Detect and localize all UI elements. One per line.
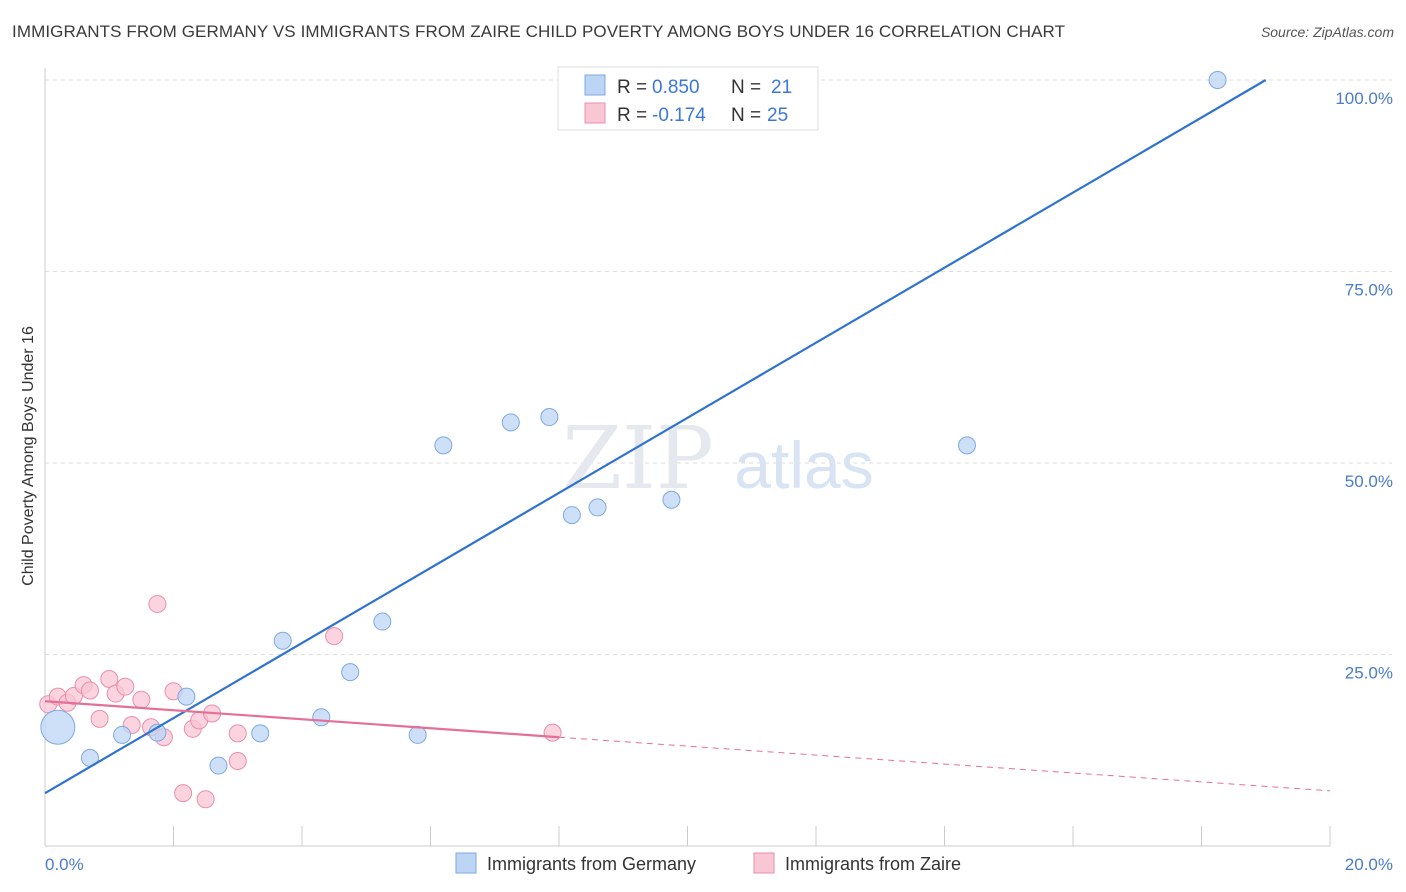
zaire-trendline xyxy=(44,700,560,739)
germany-point-7 xyxy=(273,631,292,650)
legend-swatch-germany xyxy=(584,74,606,96)
y-tick-label-2: 75.0% xyxy=(1345,281,1393,300)
germany-point-14 xyxy=(540,408,559,427)
zaire-point-13 xyxy=(148,594,167,613)
zaire-point-22 xyxy=(228,724,247,743)
trendlines xyxy=(44,79,1331,795)
germany-point-9 xyxy=(341,663,360,682)
germany-point-12 xyxy=(434,436,453,455)
legend-n-label-zaire: N = xyxy=(731,105,761,126)
germany-point-17 xyxy=(662,490,681,509)
tick-labels: 25.0% 50.0% 75.0% 100.0% 0.0% 20.0% xyxy=(45,89,1393,874)
legend-swatch-zaire xyxy=(584,102,606,124)
zaire-point-5 xyxy=(80,681,99,700)
zaire-point-19 xyxy=(196,790,215,809)
legend-r-value-germany: 0.850 xyxy=(652,77,700,98)
zaire-point-9 xyxy=(116,677,135,696)
germany-point-10 xyxy=(373,612,392,631)
germany-point-20 xyxy=(1208,71,1227,89)
legend-n-label-germany: N = xyxy=(731,77,761,98)
germany-point-4 xyxy=(177,687,196,706)
germany-point-13 xyxy=(501,413,520,432)
chart-title: IMMIGRANTS FROM GERMANY VS IMMIGRANTS FR… xyxy=(12,22,1066,41)
zaire-point-16 xyxy=(174,784,193,803)
zaire-point-21 xyxy=(228,751,247,770)
germany-point-6 xyxy=(251,724,270,743)
germany-point-19 xyxy=(957,436,976,455)
germany-trendline xyxy=(44,79,1267,795)
germany-point-11 xyxy=(408,725,427,744)
legend-r-value-zaire: -0.174 xyxy=(652,105,706,126)
bottom-legend-label-germany: Immigrants from Germany xyxy=(487,854,696,874)
germany-point-0 xyxy=(40,709,76,745)
y-tick-label-0: 25.0% xyxy=(1345,664,1393,683)
legend-r-label-germany: R = xyxy=(617,77,647,98)
legend-n-value-zaire: 25 xyxy=(767,105,788,126)
legend: R = 0.850 N = 21 R = -0.174 N = 25 xyxy=(557,66,819,131)
watermark: ZIP atlas xyxy=(562,409,874,509)
series-zaire-points xyxy=(39,594,562,809)
zaire-point-23 xyxy=(325,627,344,646)
watermark-zip: ZIP xyxy=(562,409,714,509)
zaire-point-24 xyxy=(543,723,562,742)
germany-point-5 xyxy=(209,756,228,775)
gridlines xyxy=(45,79,1392,655)
x-tick-label-1: 20.0% xyxy=(1345,855,1393,874)
zaire-point-6 xyxy=(90,709,109,728)
watermark-atlas: atlas xyxy=(734,428,873,502)
germany-point-16 xyxy=(588,498,607,517)
legend-r-label-zaire: R = xyxy=(617,105,647,126)
bottom-legend: Immigrants from Germany Immigrants from … xyxy=(455,852,961,874)
germany-point-8 xyxy=(312,708,331,727)
bottom-legend-swatch-zaire xyxy=(753,852,775,874)
zaire-point-11 xyxy=(132,690,151,709)
y-axis-label: Child Poverty Among Boys Under 16 xyxy=(20,326,37,586)
zaire-trendline-extension xyxy=(558,736,1331,792)
y-tick-label-3: 100.0% xyxy=(1335,89,1393,108)
bottom-legend-swatch-germany xyxy=(455,852,477,874)
x-tick-label-0: 0.0% xyxy=(45,855,84,874)
germany-point-2 xyxy=(113,725,132,744)
chart-source: Source: ZipAtlas.com xyxy=(1260,24,1394,40)
legend-n-value-germany: 21 xyxy=(771,77,792,98)
germany-point-15 xyxy=(562,506,581,525)
ticks xyxy=(44,826,1331,846)
y-tick-label-1: 50.0% xyxy=(1345,472,1393,491)
bottom-legend-label-zaire: Immigrants from Zaire xyxy=(785,854,961,874)
